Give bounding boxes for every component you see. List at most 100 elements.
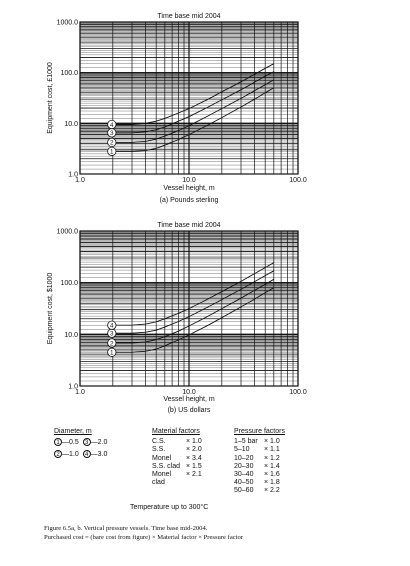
material-factor: × 2.0 (186, 446, 202, 454)
y-axis-label: Equipment cost, £1000 (47, 62, 54, 134)
series-marker (107, 338, 117, 348)
y-tick-label: 1.0 (68, 172, 78, 179)
x-tick-label: 100.0 (289, 389, 307, 396)
diameter-value: —2.0 (90, 439, 108, 447)
y-tick-label: 1000.0 (57, 229, 79, 236)
pressure-range: 10–20 (234, 454, 254, 462)
material-name: Monel (152, 471, 172, 479)
material-row: clad (152, 479, 202, 487)
material-name: C.S. (152, 438, 166, 446)
pressure-factor: × 1.0 (264, 438, 280, 446)
y-axis-label: Equipment cost, $1000 (47, 273, 54, 345)
series-line (112, 63, 275, 125)
chart-pounds-sterling: Time base mid 2004 1.0 10.0 100.0 1000.0 1.0 1… (47, 13, 307, 204)
pressure-row: 40–50 × 1.8 (234, 479, 285, 487)
series-line (112, 87, 275, 152)
y-tick-label: 100.0 (60, 280, 78, 287)
y-tick-label: 10.0 (64, 121, 78, 128)
pressure-range: 40–50 (234, 479, 254, 487)
series-label: 1 (110, 149, 114, 156)
series-line (112, 278, 275, 344)
series-marker (107, 119, 117, 130)
diameter-row: 2 —1.0 4 —3.0 (54, 450, 107, 459)
x-tick-label: 1.0 (75, 389, 85, 396)
material-header: Material factors (152, 428, 200, 435)
grid (79, 21, 299, 175)
series-line (112, 71, 275, 134)
series-line (112, 79, 275, 143)
material-factors-table: Material factors C.S. × 1.0 S.S. × 2.0 Mon… (152, 428, 202, 487)
chart-title: Time base mid 2004 (157, 13, 220, 20)
x-tick-label: 100.0 (289, 177, 307, 184)
material-name: S.S. clad (152, 462, 181, 470)
pressure-range: 5–10 (234, 446, 250, 454)
pressure-row: 30–40 × 1.6 (234, 471, 285, 479)
caption-line-2: Purchased cost = (bare cost from figure)… (44, 534, 244, 541)
series-marker (107, 320, 117, 330)
y-tick-label: 10.0 (64, 332, 78, 339)
series-label: 4 (110, 323, 114, 330)
series-label: 4 (110, 122, 114, 129)
chart-subcaption: (a) Pounds sterling (160, 197, 219, 204)
series-line (112, 262, 275, 326)
material-row: S.S. clad × 1.5 (152, 463, 202, 471)
x-axis-label: Vessel height, m (163, 396, 215, 403)
caption-line-1: Figure 6.5a, b. Vertical pressure vessel… (44, 525, 208, 532)
pressure-factor: × 1.2 (264, 454, 280, 462)
material-factor: × 1.0 (186, 438, 202, 446)
pressure-row: 1–5 bar × 1.0 (234, 438, 285, 446)
pressure-factor: × 1.1 (264, 446, 280, 454)
circle-number-1: 1 (54, 438, 62, 447)
material-name: Monel (152, 454, 172, 462)
pressure-range: 1–5 bar (234, 438, 258, 446)
circle-number-4: 4 (82, 450, 91, 459)
material-row: C.S. × 1.0 (152, 438, 202, 446)
pressure-range: 30–40 (234, 471, 254, 479)
diameter-row: 1 —0.5 3 —2.0 (54, 438, 107, 447)
material-name: clad (152, 479, 165, 487)
chart-us-dollars: Time base mid 2004 1.0 10.0 100.0 1000.0 1.0 1… (47, 222, 307, 414)
pressure-row: 20–30 × 1.4 (234, 463, 285, 471)
series-label: 2 (110, 140, 114, 147)
material-factor: × 2.1 (186, 471, 202, 479)
y-tick-label: 100.0 (60, 70, 78, 77)
y-tick-label: 1000.0 (57, 20, 79, 27)
series-line (112, 287, 275, 353)
series-marker (107, 347, 117, 357)
pressure-factors-table: Pressure factors 1–5 bar × 1.0 5–10 × 1.1 … (234, 428, 285, 496)
x-tick-label: 10.0 (182, 177, 196, 184)
series-marker (107, 146, 117, 156)
circle-number-2: 2 (54, 450, 62, 459)
material-name: S.S. (152, 446, 166, 454)
material-factor: × 1.5 (186, 462, 202, 470)
series-label: 2 (110, 340, 114, 347)
series-label: 1 (110, 350, 114, 357)
diameter-value: —3.0 (90, 451, 108, 459)
pressure-range: 20–30 (234, 462, 254, 470)
figure-caption: Figure 6.5a, b. Vertical pressure vessel… (44, 524, 374, 542)
series-label: 3 (110, 130, 114, 137)
diameter-value: —1.0 (62, 451, 79, 459)
series-line (112, 270, 275, 334)
x-axis-label: Vessel height, m (163, 185, 215, 192)
pressure-factor: × 1.8 (264, 479, 280, 487)
pressure-range: 50–60 (234, 487, 254, 495)
plot-frame (79, 230, 299, 387)
chart-subcaption: (b) US dollars (168, 407, 211, 414)
series-marker (107, 137, 117, 148)
y-tick-label: 1.0 (68, 384, 78, 391)
material-row: Monel × 3.4 (152, 455, 202, 463)
pressure-row: 10–20 × 1.2 (234, 455, 285, 463)
pressure-row: 5–10 × 1.1 (234, 446, 285, 454)
chart-title: Time base mid 2004 (157, 222, 220, 229)
material-row: Monel × 2.1 (152, 471, 202, 479)
pressure-factor: × 1.4 (264, 462, 280, 470)
pressure-row: 50–60 × 2.2 (234, 487, 285, 495)
diameter-legend: Diameter, m 1 —0.5 3 —2.0 2 —1.0 4 —3.0 (54, 428, 107, 459)
diameter-value: —0.5 (62, 439, 79, 447)
temperature-note: Temperature up to 300°C (130, 504, 209, 511)
circle-number-3: 3 (82, 438, 91, 447)
diameter-header: Diameter, m (54, 428, 92, 435)
material-factor: × 3.4 (186, 454, 202, 462)
pressure-factor: × 1.6 (264, 471, 280, 479)
